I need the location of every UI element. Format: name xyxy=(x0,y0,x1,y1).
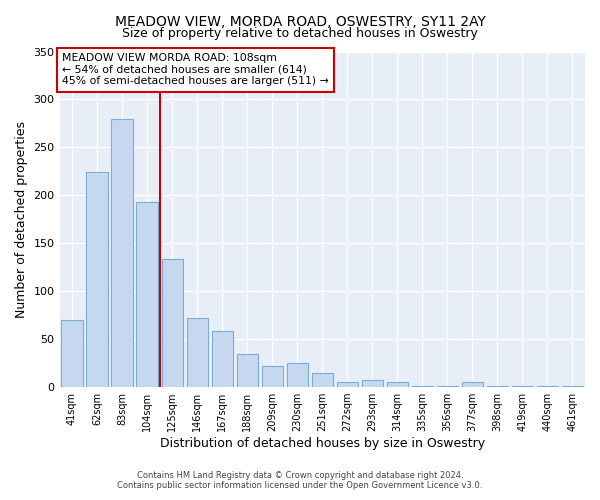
Bar xyxy=(212,332,233,387)
Text: MEADOW VIEW, MORDA ROAD, OSWESTRY, SY11 2AY: MEADOW VIEW, MORDA ROAD, OSWESTRY, SY11 … xyxy=(115,15,485,29)
Bar xyxy=(136,202,158,387)
Bar xyxy=(537,386,558,387)
Bar xyxy=(387,382,408,387)
Bar xyxy=(112,118,133,387)
Bar xyxy=(236,354,258,387)
Bar xyxy=(187,318,208,387)
Bar xyxy=(437,386,458,387)
Bar xyxy=(311,372,333,387)
Bar xyxy=(337,382,358,387)
Bar xyxy=(487,386,508,387)
Bar xyxy=(462,382,483,387)
Bar xyxy=(562,386,583,387)
Bar xyxy=(412,386,433,387)
Bar xyxy=(61,320,83,387)
Bar xyxy=(287,363,308,387)
Bar xyxy=(512,386,533,387)
Text: Contains HM Land Registry data © Crown copyright and database right 2024.
Contai: Contains HM Land Registry data © Crown c… xyxy=(118,470,482,490)
Bar xyxy=(161,258,183,387)
Bar xyxy=(262,366,283,387)
X-axis label: Distribution of detached houses by size in Oswestry: Distribution of detached houses by size … xyxy=(160,437,485,450)
Text: Size of property relative to detached houses in Oswestry: Size of property relative to detached ho… xyxy=(122,28,478,40)
Y-axis label: Number of detached properties: Number of detached properties xyxy=(15,121,28,318)
Text: MEADOW VIEW MORDA ROAD: 108sqm
← 54% of detached houses are smaller (614)
45% of: MEADOW VIEW MORDA ROAD: 108sqm ← 54% of … xyxy=(62,53,329,86)
Bar xyxy=(86,172,108,387)
Bar xyxy=(362,380,383,387)
